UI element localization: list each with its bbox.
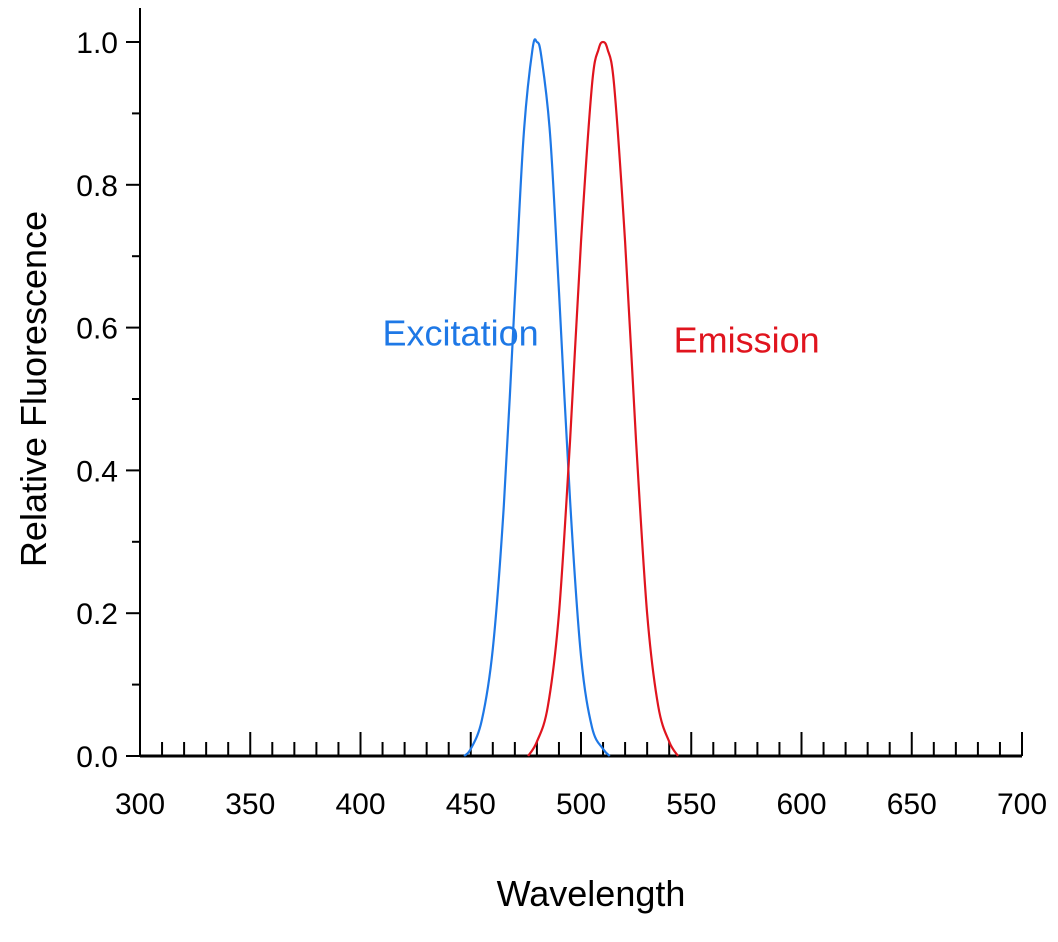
x-axis-title: Wavelength — [497, 873, 686, 914]
x-tick-label: 300 — [115, 788, 165, 821]
x-tick-label: 500 — [556, 788, 606, 821]
y-tick-label: 0.2 — [76, 598, 118, 631]
x-tick-label: 550 — [666, 788, 716, 821]
x-tick-label: 400 — [335, 788, 385, 821]
plot-area: 300 350 400 450 500 550 600 650 700 0.0 0.2 0.4 0.6… — [76, 8, 1047, 821]
emission-curve — [527, 40, 679, 757]
y-tick-label: 0.6 — [76, 313, 118, 346]
x-tick-label: 450 — [446, 788, 496, 821]
x-tick-label: 600 — [776, 788, 826, 821]
x-axis-ticks: 300 350 400 450 500 550 600 650 700 — [115, 732, 1047, 821]
series-layer — [463, 38, 679, 757]
y-axis-ticks: 0.0 0.2 0.4 0.6 0.8 1.0 — [76, 27, 140, 774]
excitation-label: Excitation — [383, 312, 539, 353]
x-tick-label: 350 — [225, 788, 275, 821]
excitation-curve — [463, 38, 611, 757]
x-tick-label: 650 — [887, 788, 937, 821]
annotation-layer: Excitation Emission — [383, 312, 820, 360]
y-tick-label: 0.0 — [76, 741, 118, 774]
y-tick-label: 0.4 — [76, 455, 118, 488]
emission-label: Emission — [674, 320, 820, 361]
y-tick-label: 1.0 — [76, 27, 118, 60]
y-axis-title: Relative Fluorescence — [13, 211, 54, 567]
x-tick-label: 700 — [997, 788, 1047, 821]
y-tick-label: 0.8 — [76, 170, 118, 203]
